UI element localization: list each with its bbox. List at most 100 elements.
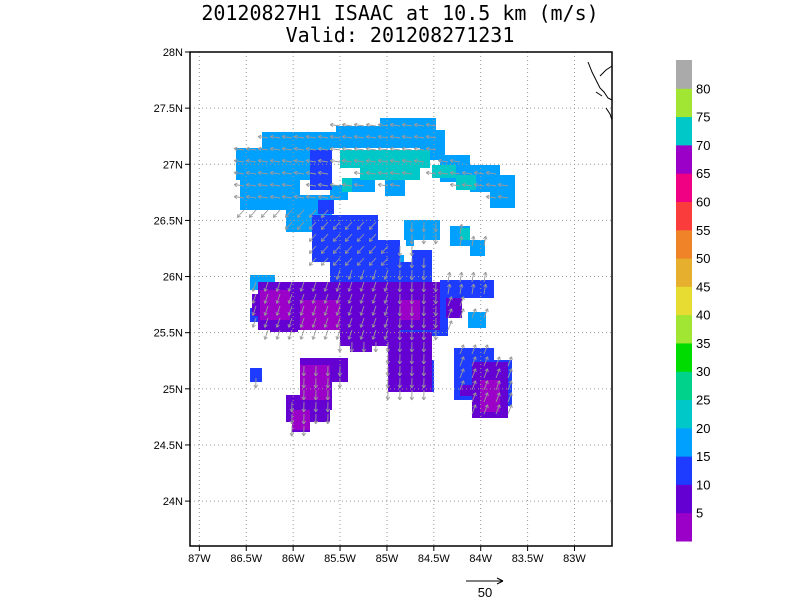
- wind-vector: [462, 184, 473, 187]
- wind-vector-head: [263, 323, 268, 328]
- wind-vector: [495, 392, 501, 403]
- wind-vector-head: [421, 324, 426, 329]
- wind-vector: [498, 196, 509, 199]
- wind-speed-cell: [400, 300, 420, 320]
- wind-vector-head: [323, 335, 328, 340]
- wind-vector-head: [460, 368, 465, 373]
- wind-vector-head: [245, 182, 250, 188]
- wind-vector-head: [365, 170, 370, 176]
- wind-vector: [378, 148, 389, 151]
- wind-vector: [282, 160, 293, 163]
- wind-vector-head: [353, 122, 358, 128]
- wind-speed-cell: [292, 410, 310, 430]
- wind-vector: [390, 136, 401, 139]
- wind-vector: [507, 368, 513, 379]
- wind-vector: [258, 172, 269, 175]
- wind-speed-cell: [460, 228, 470, 240]
- wind-vector: [252, 293, 257, 304]
- wind-speed-cell: [350, 178, 375, 192]
- wind-vector: [348, 281, 353, 292]
- wind-vector: [507, 404, 513, 415]
- wind-vector: [300, 293, 305, 304]
- wind-vector-head: [433, 240, 438, 245]
- wind-vector: [507, 380, 513, 391]
- wind-vector: [495, 404, 501, 415]
- wind-vector-head: [385, 396, 390, 401]
- wind-vector-head: [368, 261, 373, 266]
- wind-vector: [282, 136, 293, 139]
- lon-tick-label: 86W: [282, 553, 305, 565]
- wind-vector-head: [385, 360, 390, 365]
- wind-vector-head: [353, 134, 358, 140]
- lon-tick-label: 85W: [376, 553, 399, 565]
- colorbar-label: 80: [696, 81, 710, 96]
- wind-vector-head: [437, 158, 442, 164]
- wind-vector: [348, 269, 353, 280]
- wind-vector-head: [485, 194, 490, 200]
- wind-vector-head: [425, 134, 430, 140]
- wind-vector: [342, 184, 353, 187]
- colorbar-label: 70: [696, 138, 710, 153]
- wind-vector: [258, 136, 269, 139]
- wind-vector-head: [508, 380, 513, 385]
- wind-vector: [318, 196, 329, 199]
- wind-vector-head: [293, 146, 298, 152]
- wind-vector-head: [421, 348, 426, 353]
- wind-vector-head: [287, 287, 292, 292]
- wind-vector: [252, 305, 257, 316]
- wind-vector: [372, 281, 377, 292]
- wind-vector-head: [313, 408, 318, 413]
- wind-vector-head: [449, 158, 454, 164]
- wind-vector: [384, 281, 389, 292]
- wind-vector: [483, 380, 489, 391]
- wind-speed-cell: [300, 365, 330, 400]
- wind-vector-head: [401, 158, 406, 164]
- wind-vector-head: [353, 146, 358, 152]
- wind-vector: [345, 257, 353, 266]
- wind-vector-head: [296, 213, 301, 218]
- wind-vector-head: [473, 170, 478, 176]
- wind-vector-head: [275, 335, 280, 340]
- wind-vector: [282, 184, 293, 187]
- wind-vector: [462, 172, 473, 175]
- wind-vector-head: [335, 275, 340, 280]
- wind-vector: [390, 172, 401, 175]
- wind-speed-cell: [385, 180, 405, 196]
- wind-vector-head: [311, 299, 316, 304]
- wind-vector: [348, 293, 353, 304]
- wind-vector: [495, 380, 501, 391]
- wind-vector: [447, 308, 453, 319]
- wind-vector-head: [325, 408, 330, 413]
- wind-vector-head: [289, 408, 294, 413]
- wind-vector: [369, 257, 377, 266]
- wind-vector: [459, 272, 463, 283]
- wind-vector: [324, 329, 329, 340]
- wind-vector: [402, 148, 413, 151]
- wind-vector: [459, 296, 465, 307]
- wind-vector-head: [389, 146, 394, 152]
- wind-vector-head: [317, 194, 322, 200]
- wind-vector-head: [413, 122, 418, 128]
- wind-vector: [360, 329, 365, 340]
- wind-vector: [372, 305, 377, 316]
- wind-vector-head: [383, 275, 388, 280]
- lon-tick-label: 83.5W: [512, 553, 544, 565]
- wind-vector: [288, 329, 293, 340]
- wind-vector-head: [448, 296, 453, 301]
- wind-vector: [330, 136, 341, 139]
- wind-vector: [297, 209, 305, 218]
- wind-vector: [486, 172, 497, 175]
- wind-vector-head: [233, 170, 238, 176]
- coastline-shape: [587, 61, 613, 121]
- wind-vector-head: [269, 170, 274, 176]
- wind-vector-head: [325, 372, 330, 377]
- wind-vector-head: [353, 158, 358, 164]
- wind-vector-head: [409, 240, 414, 245]
- wind-vector-head: [508, 404, 513, 409]
- wind-vector-head: [397, 336, 402, 341]
- wind-vector-head: [299, 299, 304, 304]
- wind-vector-head: [347, 299, 352, 304]
- colorbar-band: [676, 229, 692, 259]
- wind-vector: [312, 305, 317, 316]
- wind-vector-head: [459, 283, 464, 288]
